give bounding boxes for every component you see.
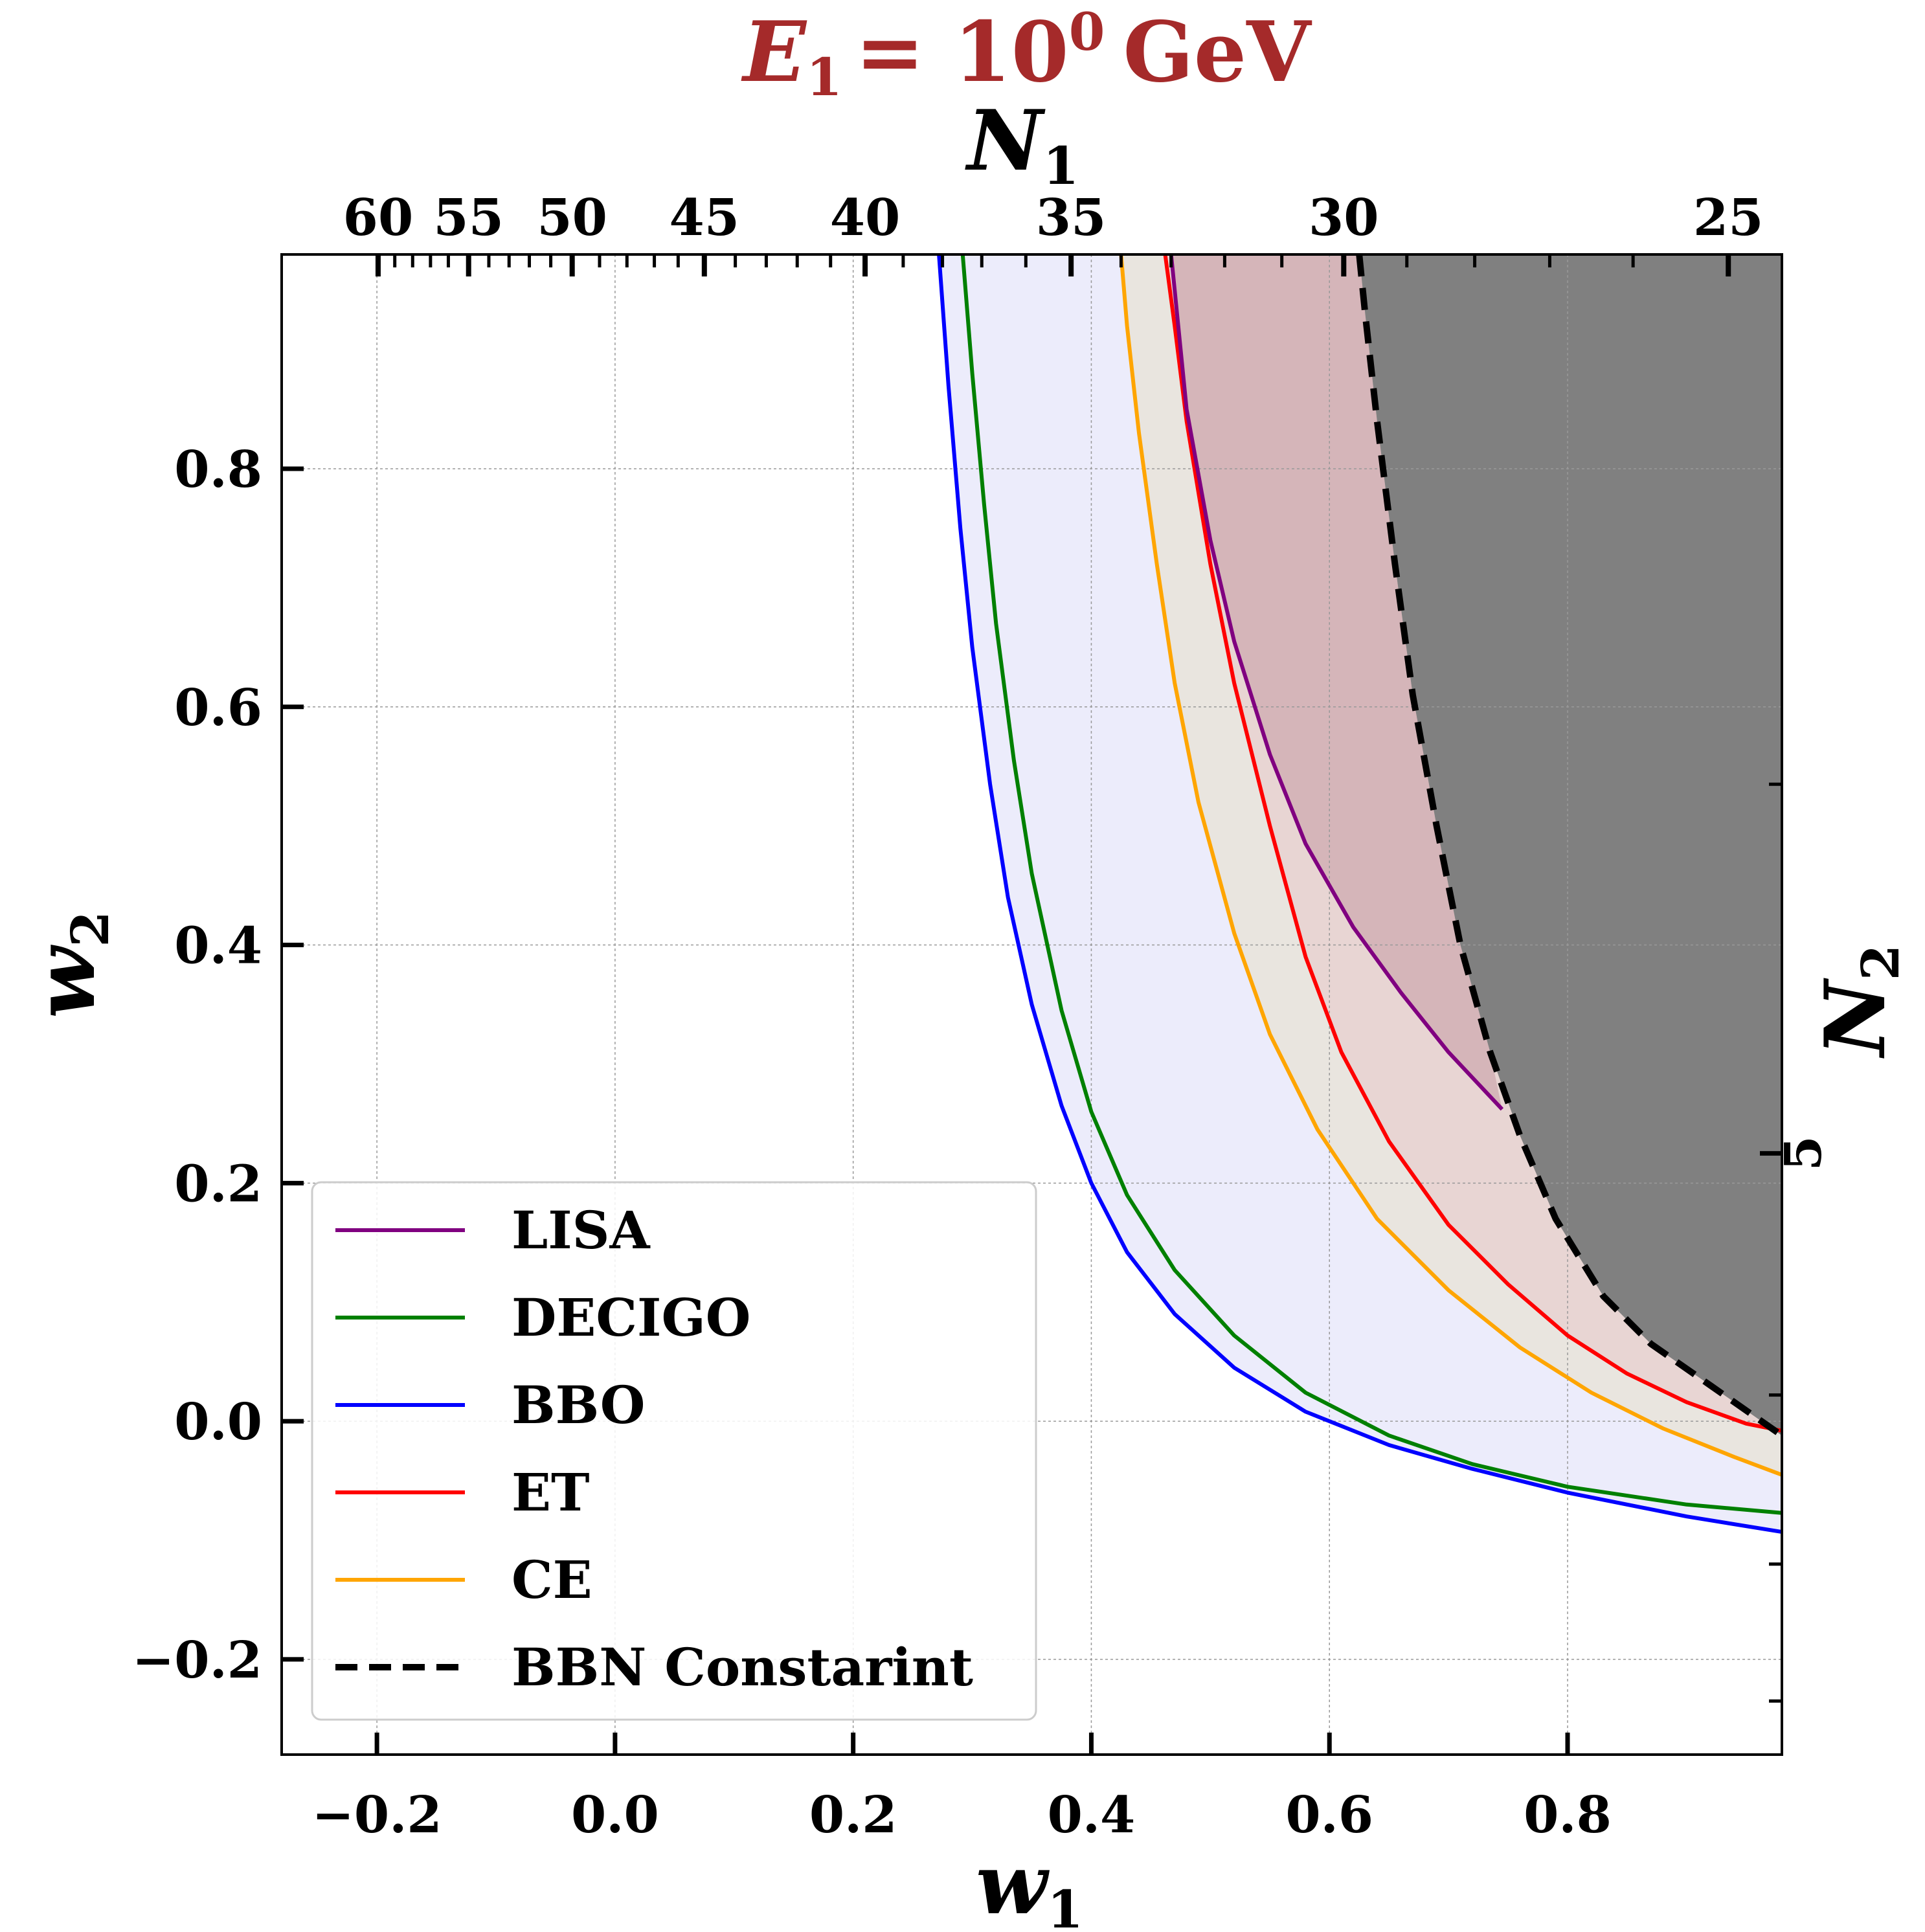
top-axis-title-sub: 1 [1043,135,1079,196]
title-variable: E [741,4,807,101]
y-tick-label: 0.2 [174,1154,262,1213]
right-axis-title: N2 [1807,945,1911,1059]
tick-marks [282,254,1782,1755]
series-lines [937,254,1784,1534]
chart-title: E1 = 100 GeV [741,1,1313,107]
top-tick-label: 45 [670,188,740,247]
title-superscript: 0 [1069,1,1105,62]
fill-region-bbn-constarint [1359,254,1782,1436]
right-axis-title-sub: 2 [1850,945,1911,981]
top-tick-label: 50 [537,188,607,247]
top-tick-label: 25 [1693,188,1764,247]
title-unit: GeV [1123,4,1312,101]
y-axis-title: w2 [17,911,120,1018]
legend-label: DECIGO [512,1287,750,1348]
title-subscript: 1 [806,47,842,107]
x-axis-title-var: w [976,1836,1050,1932]
series-line-et [1163,254,1783,1433]
axes [280,253,1783,1756]
x-tick-label: 0.2 [809,1786,897,1845]
series-line-bbn-constarint [1356,254,1784,1439]
fill-regions [939,254,1782,1533]
legend-box [311,1181,1037,1721]
y-axis-title-group: w2 [17,911,120,1018]
x-axis-title-sub: 1 [1047,1879,1083,1932]
series-line-lisa [1169,254,1504,1111]
x-tick-label: 0.6 [1285,1786,1373,1845]
x-tick-label: 0.0 [571,1786,659,1845]
y-tick-label: 0.0 [174,1393,262,1452]
y-axis-title-sub: 2 [60,911,120,947]
plot-frame [280,253,1783,1756]
x-tick-label: 0.8 [1524,1786,1612,1845]
x-tick-label: 0.4 [1048,1786,1136,1845]
legend-label: ET [512,1462,590,1523]
y-tick-label: 0.6 [174,679,262,737]
y-axis-title-var: w [17,945,114,1018]
top-tick-label: 35 [1036,188,1107,247]
top-tick-label: 30 [1309,188,1379,247]
legend: LISA DECIGO BBO ET CE BBN Constarint [311,1181,1037,1721]
top-tick-label: 40 [830,188,901,247]
title-equals: = 10 [855,4,1069,101]
top-tick-label: 55 [433,188,504,247]
x-axis-title: w1 [976,1836,1083,1932]
x-tick-label: −0.2 [312,1786,442,1845]
right-axis-title-group: N2 [1807,945,1911,1059]
top-axis-title: N1 [965,93,1079,196]
y-tick-label: 0.4 [174,917,262,976]
series-line-decigo [960,254,1783,1515]
y-tick-label: 0.8 [174,440,262,499]
tick-labels: −0.2 0.0 0.2 0.4 0.6 0.8 −0.2 0.0 0.2 0.4 0.6 0.8 60… [132,188,1833,1845]
series-line-ce [1119,254,1783,1477]
right-axis-title-var: N [1807,978,1904,1059]
legend-label: LISA [512,1200,650,1261]
top-tick-label: 60 [343,188,414,247]
series-line-bbo [937,254,1783,1534]
legend-label: BBN Constarint [512,1637,973,1698]
legend-label: CE [512,1549,592,1610]
right-tick-label: 5 [1774,1136,1833,1171]
top-axis-title-var: N [965,93,1046,190]
fill-region-lisa [1171,254,1502,1110]
legend-label: BBO [512,1375,645,1435]
y-tick-label: −0.2 [132,1631,262,1690]
legend-items: LISA DECIGO BBO ET CE BBN Constarint [335,1200,973,1698]
